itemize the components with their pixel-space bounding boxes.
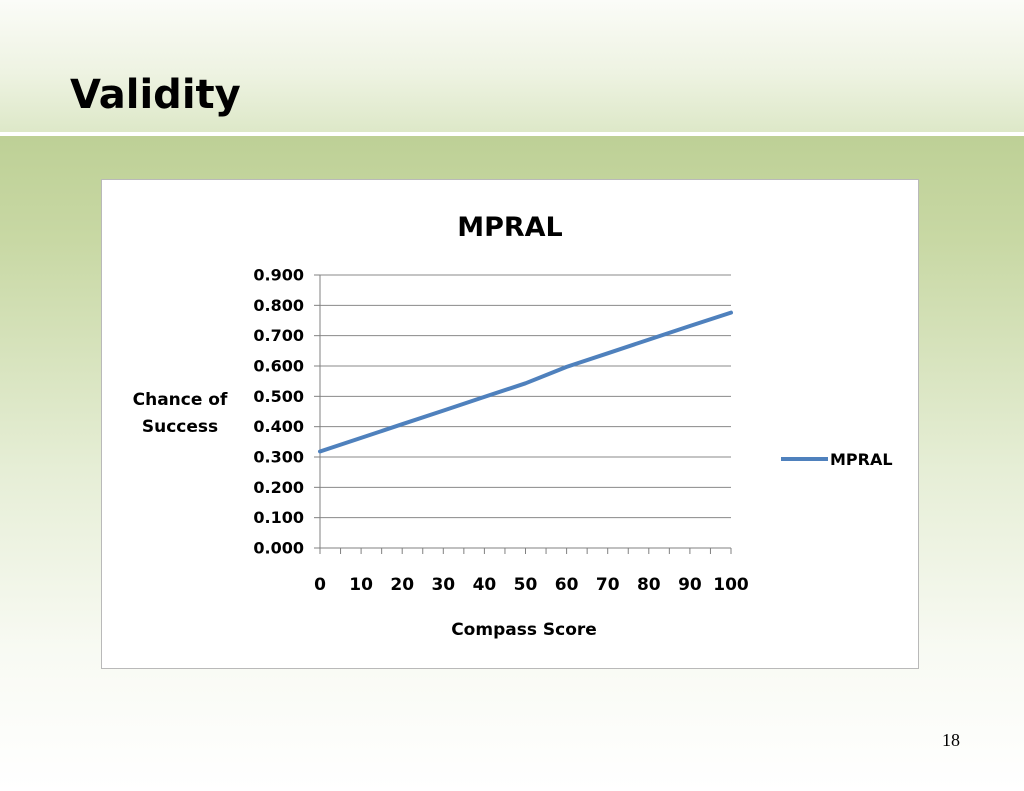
y-tick-labels: 0.000 0.100 0.200 0.300 0.400 0.500 0.600 0.700… xyxy=(253,266,304,558)
x-tick-label: 90 xyxy=(678,575,702,595)
x-tick-label: 20 xyxy=(390,575,414,595)
y-tick-label: 0.100 xyxy=(253,508,304,527)
y-axis-label-line-2: Success xyxy=(142,417,218,437)
x-tick-label: 30 xyxy=(431,575,455,595)
series-lines xyxy=(318,310,733,454)
y-axis-label-line-1: Chance of xyxy=(133,390,228,410)
chart-legend: MPRAL xyxy=(781,450,893,469)
x-tick-label: 100 xyxy=(713,575,749,595)
slide-title: Validity xyxy=(70,72,241,118)
y-tick-label: 0.800 xyxy=(253,296,304,315)
y-tick-label: 0.500 xyxy=(253,387,304,406)
title-band xyxy=(0,0,1024,132)
x-tick-label: 0 xyxy=(314,575,326,595)
x-tick-label: 80 xyxy=(637,575,661,595)
line-chart: MPRAL 0.000 0.100 0.200 0.300 0.400 0.500 0.60… xyxy=(133,212,893,640)
x-tick-label: 40 xyxy=(473,575,497,595)
x-axis-label: Compass Score xyxy=(451,620,597,640)
y-tick-label: 0.200 xyxy=(253,478,304,497)
y-tick-label: 0.900 xyxy=(253,266,304,285)
x-tick-label: 10 xyxy=(349,575,373,595)
axes xyxy=(314,274,732,554)
x-tick-label: 70 xyxy=(596,575,620,595)
y-tick-label: 0.000 xyxy=(253,539,304,558)
legend-label-mpral: MPRAL xyxy=(830,450,893,469)
y-tick-label: 0.400 xyxy=(253,417,304,436)
chart-title: MPRAL xyxy=(457,212,563,243)
series-line-mpral xyxy=(318,310,733,454)
y-tick-label: 0.300 xyxy=(253,448,304,467)
page-number: 18 xyxy=(942,730,960,750)
chart-frame: MPRAL 0.000 0.100 0.200 0.300 0.400 0.500 0.60… xyxy=(101,179,919,669)
gridlines xyxy=(320,274,731,519)
y-tick-label: 0.600 xyxy=(253,357,304,376)
title-divider xyxy=(0,132,1024,136)
x-tick-label: 50 xyxy=(514,575,538,595)
x-tick-label: 60 xyxy=(555,575,579,595)
x-tick-labels: 0 10 20 30 40 50 60 70 80 90 100 xyxy=(314,575,749,595)
y-tick-label: 0.700 xyxy=(253,326,304,345)
